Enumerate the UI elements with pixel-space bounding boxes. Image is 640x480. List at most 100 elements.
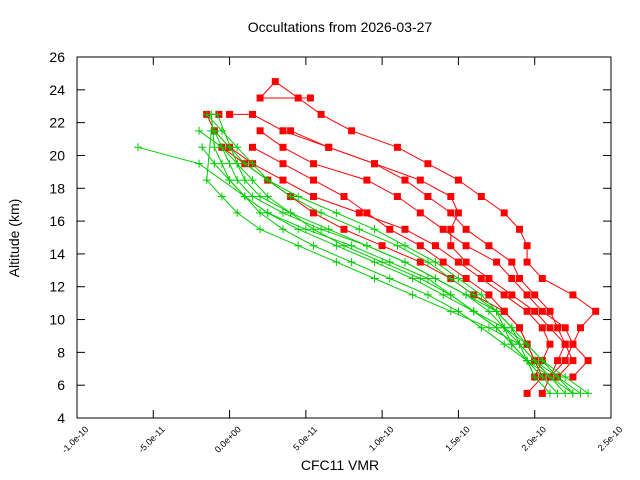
- data-point-plus: [294, 225, 303, 234]
- data-point-plus: [217, 143, 226, 152]
- y-tick-label: 4: [57, 410, 65, 426]
- data-point-plus: [507, 323, 516, 332]
- data-point-plus: [240, 159, 249, 168]
- data-point-square: [371, 160, 378, 168]
- x-tick-label: 2.0e-10: [519, 424, 548, 453]
- data-point-plus: [195, 159, 204, 168]
- data-point-square: [546, 340, 554, 348]
- data-point-plus: [225, 176, 234, 185]
- series-line: [221, 146, 551, 394]
- data-point-plus: [385, 258, 394, 267]
- y-axis-label: Altitude (km): [6, 199, 22, 278]
- data-point-plus: [530, 372, 539, 381]
- data-point-plus: [202, 176, 211, 185]
- data-point-plus: [408, 290, 417, 299]
- data-point-square: [569, 373, 577, 381]
- data-point-plus: [217, 126, 226, 135]
- data-point-plus: [347, 241, 356, 250]
- data-point-plus: [286, 192, 295, 201]
- data-point-plus: [278, 225, 287, 234]
- data-point-plus: [332, 208, 341, 217]
- data-point-square: [485, 291, 493, 299]
- x-tick-label: 5.0e-11: [291, 424, 319, 452]
- series-red-5: [218, 143, 554, 397]
- data-point-square: [546, 307, 554, 315]
- data-point-plus: [233, 176, 242, 185]
- series-line: [259, 130, 574, 378]
- data-point-square: [523, 389, 531, 397]
- data-point-plus: [370, 225, 379, 234]
- data-point-square: [271, 78, 279, 86]
- series-green-1: [134, 143, 593, 398]
- x-tick-label: 0.0e+00: [213, 424, 243, 454]
- data-point-square: [561, 340, 569, 348]
- data-point-plus: [431, 274, 440, 283]
- data-point-square: [577, 324, 584, 332]
- data-point-square: [310, 160, 317, 168]
- data-point-plus: [378, 258, 387, 267]
- data-point-square: [249, 143, 256, 151]
- series-layer: [134, 78, 600, 398]
- x-axis-label: CFC11 VMR: [301, 457, 379, 473]
- data-point-square: [363, 209, 371, 217]
- data-point-square: [500, 307, 508, 315]
- data-point-square: [477, 193, 485, 200]
- axes-layer: 4 6 8 10 12 14 16 18 20 22 24 26 -1.0e-10 -5.0e-11 0.0…: [49, 49, 624, 455]
- y-tick-label: 24: [49, 82, 65, 98]
- data-point-square: [401, 176, 409, 184]
- data-point-plus: [454, 307, 463, 316]
- series-line: [252, 146, 543, 394]
- y-tick-label: 20: [49, 147, 65, 163]
- y-tick-label: 22: [49, 115, 65, 131]
- data-point-plus: [576, 389, 585, 398]
- data-point-plus: [263, 208, 272, 217]
- series-line: [216, 114, 566, 394]
- data-point-plus: [446, 290, 455, 299]
- data-point-plus: [210, 143, 219, 152]
- data-point-square: [310, 176, 317, 184]
- data-point-square: [447, 209, 455, 217]
- data-point-square: [279, 160, 287, 168]
- data-point-plus: [538, 372, 547, 381]
- data-point-plus: [256, 192, 265, 201]
- series-red-7: [226, 110, 569, 381]
- data-point-plus: [317, 225, 326, 234]
- data-point-plus: [248, 176, 257, 185]
- data-point-square: [508, 291, 516, 299]
- data-point-square: [554, 324, 562, 332]
- data-point-square: [416, 176, 424, 184]
- plot-frame: [76, 56, 612, 419]
- data-point-square: [493, 258, 501, 266]
- data-point-square: [561, 324, 569, 332]
- data-point-square: [531, 307, 539, 315]
- data-point-square: [516, 275, 523, 282]
- data-point-square: [569, 340, 577, 348]
- data-point-plus: [446, 307, 455, 316]
- data-point-plus: [370, 258, 379, 267]
- data-point-plus: [423, 274, 432, 283]
- data-point-square: [523, 307, 531, 315]
- data-point-square: [523, 242, 531, 250]
- data-point-square: [485, 275, 493, 282]
- data-point-plus: [484, 307, 493, 316]
- data-point-plus: [233, 143, 242, 152]
- data-point-square: [386, 225, 394, 233]
- data-point-plus: [584, 389, 593, 398]
- data-point-square: [462, 242, 470, 250]
- data-point-square: [310, 193, 317, 200]
- data-point-plus: [492, 307, 501, 316]
- data-point-square: [348, 127, 356, 135]
- data-point-plus: [278, 208, 287, 217]
- data-point-square: [500, 291, 508, 299]
- data-point-square: [561, 357, 569, 365]
- data-point-square: [226, 110, 234, 118]
- data-point-square: [538, 324, 546, 332]
- data-point-plus: [500, 340, 509, 349]
- data-point-plus: [286, 208, 295, 217]
- data-point-square: [416, 242, 424, 250]
- data-point-square: [454, 258, 462, 266]
- data-point-plus: [530, 356, 539, 365]
- data-point-square: [401, 225, 409, 233]
- data-point-plus: [553, 372, 562, 381]
